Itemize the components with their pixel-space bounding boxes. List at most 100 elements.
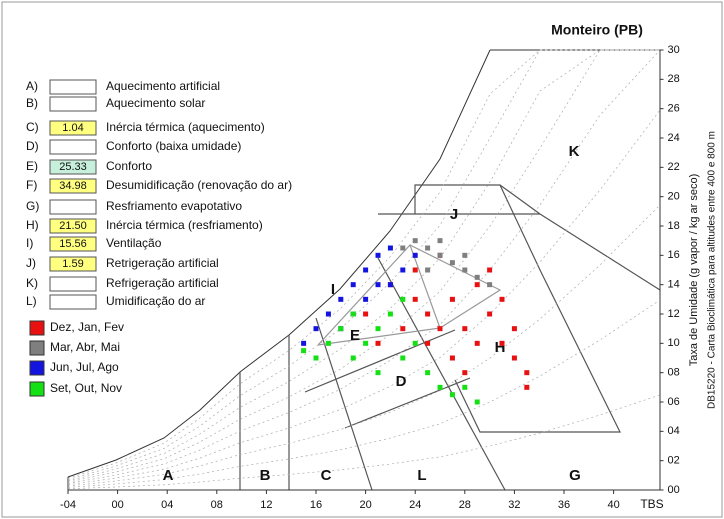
y-tick-label: 30 [668,44,680,56]
point [462,267,468,273]
point [449,392,455,398]
point [425,245,431,251]
strategy-box [49,256,97,272]
x-axis-title: TBS [640,497,663,511]
point [462,370,468,376]
zone-line [499,184,541,215]
strategy-box [49,294,97,310]
point [499,340,505,346]
point [412,340,418,346]
strategy-box [49,236,97,252]
zone-label: J [450,206,458,223]
point [524,370,530,376]
x-tick-label: 32 [508,499,520,511]
point [425,311,431,317]
x-tick-label: 20 [359,499,371,511]
point [425,267,431,273]
x-tick-label: 12 [260,499,272,511]
legend-swatch [29,360,45,376]
strategy-value: 1.04 [62,122,83,134]
zones [67,49,661,491]
point [375,252,381,258]
zone-line [344,377,471,429]
point [449,296,455,302]
point [412,267,418,273]
strategy-box [49,139,97,155]
zone-label: D [396,373,407,390]
point [487,267,493,273]
x-tick-label: 28 [459,499,471,511]
zone-label: H [495,339,506,356]
legend-swatch [29,381,45,397]
y-tick-label: 22 [668,161,680,173]
point [437,238,443,244]
strategy-letter: L) [26,294,37,308]
legend-label: Mar, Abr, Mai [50,340,120,354]
point [313,355,319,361]
strategy-letter: D) [26,139,39,153]
strategy-label: Aquecimento solar [106,96,205,110]
point [412,296,418,302]
legend-label: Dez, Jan, Fev [50,320,124,334]
x-tick-label: 16 [310,499,322,511]
y-tick-label: 02 [668,455,680,467]
strategy-box [49,79,97,95]
strategy-box [49,159,97,175]
y-tick-label: 04 [668,425,680,437]
point [400,355,406,361]
zone-label: K [569,143,580,160]
strategy-letter: E) [26,159,38,173]
point [437,384,443,390]
point [363,311,369,317]
zone-label: C [321,467,332,484]
point [313,326,319,332]
point [363,267,369,273]
point [462,252,468,258]
y-tick-label: 26 [668,103,680,115]
point [499,296,505,302]
strategy-label: Ventilação [106,236,162,250]
point [437,252,443,258]
x-tick-label: 04 [161,499,173,511]
strategy-value: 1.59 [62,258,83,270]
y-tick-label: 10 [668,337,680,349]
point [474,274,480,280]
chart-note: DB15220 - Carta Bioclimática para altitu… [707,131,718,409]
x-tick-label: 00 [111,499,123,511]
y-tick-label: 08 [668,367,680,379]
x-tick-label: 40 [607,499,619,511]
point [375,370,381,376]
zone-line [315,317,373,491]
strategy-label: Refrigeração artificial [106,276,219,290]
strategy-value: 34.98 [59,180,87,192]
rh-curve [67,49,660,480]
zone-line [409,244,502,329]
point [487,282,493,288]
series [400,238,493,288]
strategy-box [49,276,97,292]
strategy-label: Resfriamento evapotativo [106,199,242,213]
point [449,260,455,266]
strategy-label: Inércia térmica (resfriamento) [106,218,263,232]
point [449,355,455,361]
strategy-letter: J) [26,256,36,270]
zone-label: G [569,467,581,484]
rh-curve [67,394,661,490]
rh-curves [67,49,661,490]
point [375,326,381,332]
strategy-letter: K) [26,276,38,290]
rh-curve [67,49,660,482]
point [462,326,468,332]
zone-line [414,184,621,433]
point [338,326,344,332]
strategy-box [49,199,97,215]
y-tick-label: 24 [668,132,680,144]
strategy-value: 25.33 [59,161,87,173]
strategy-letter: C) [26,120,39,134]
point [363,340,369,346]
point [462,384,468,390]
legend-label: Set, Out, Nov [50,381,122,395]
point [375,282,381,288]
strategy-letter: F) [26,178,37,192]
